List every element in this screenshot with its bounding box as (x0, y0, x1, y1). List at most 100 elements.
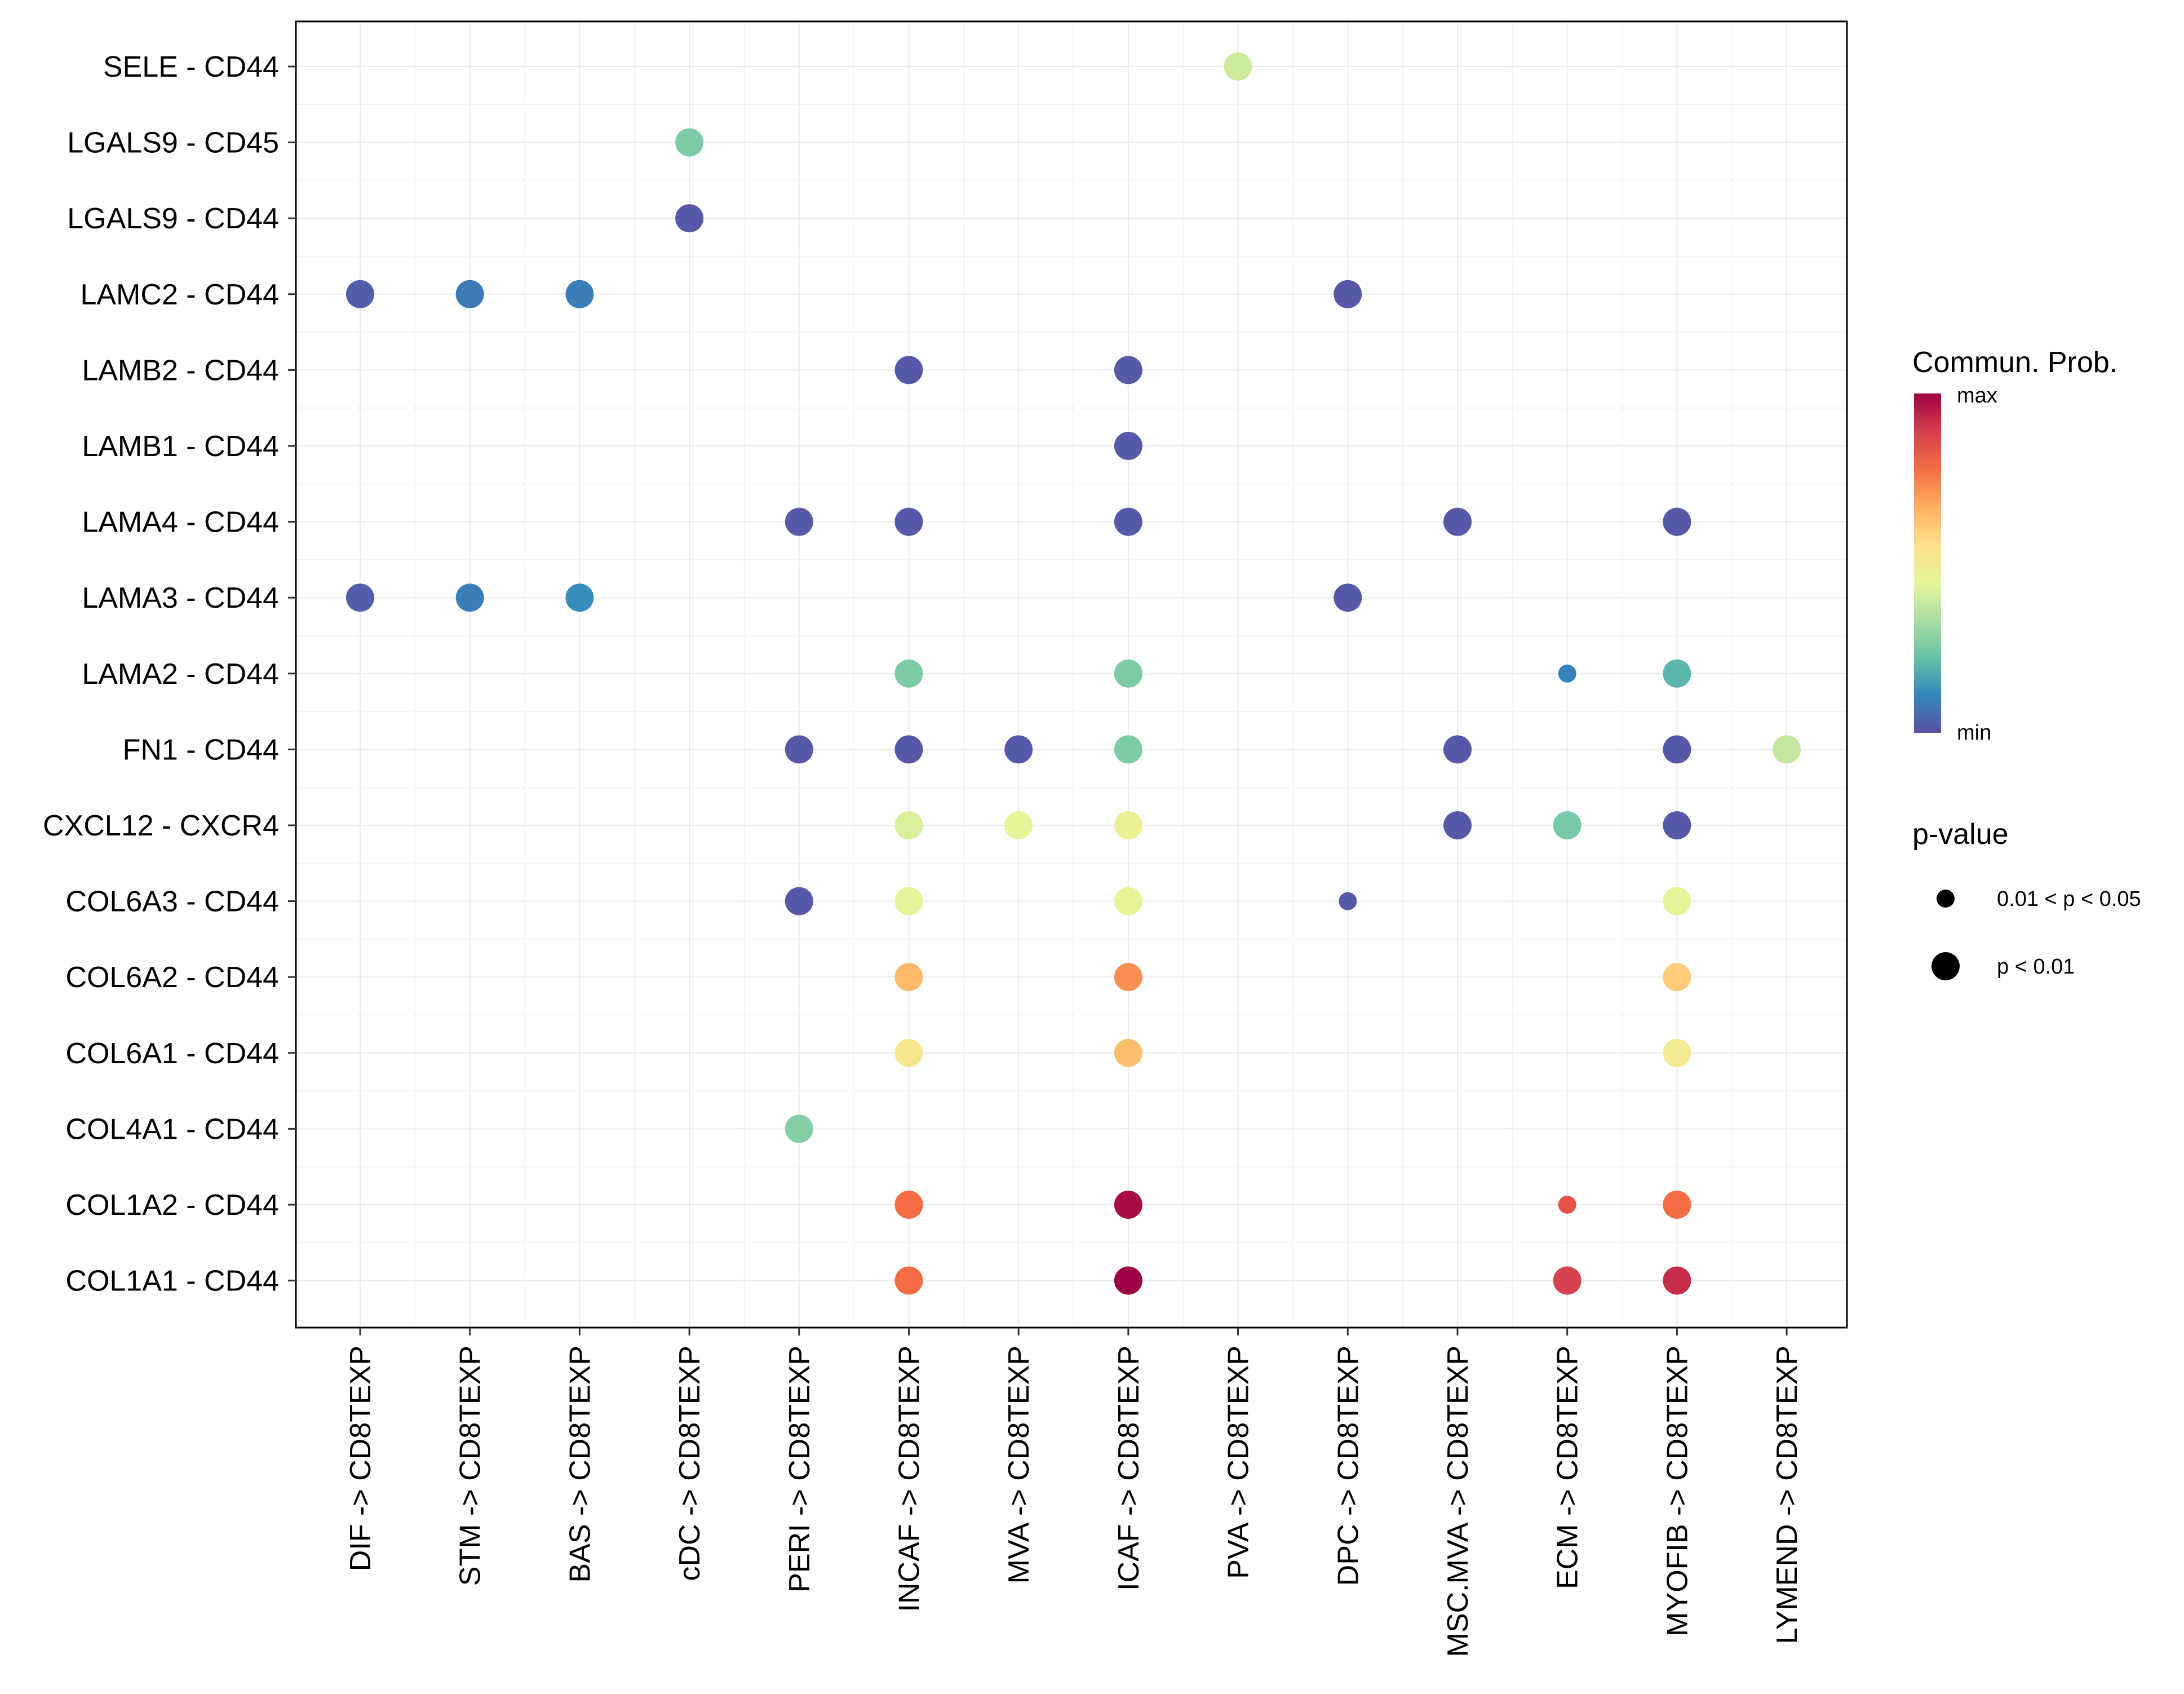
data-point (1663, 735, 1691, 764)
data-point (1114, 963, 1142, 992)
data-point (1114, 507, 1142, 536)
data-point (894, 735, 923, 764)
x-tick-label: cDC -> CD8TEXP (674, 1346, 706, 1581)
data-point (675, 204, 704, 233)
y-tick-label: LAMB1 - CD44 (82, 430, 279, 463)
x-tick-label: MSC.MVA -> CD8TEXP (1442, 1346, 1474, 1657)
y-tick-label: LAMB2 - CD44 (82, 354, 279, 387)
y-tick-label: LAMA2 - CD44 (82, 658, 279, 691)
data-point (785, 735, 813, 764)
x-tick-label: DIF -> CD8TEXP (344, 1346, 377, 1571)
size-legend-large-label: p < 0.01 (1997, 955, 2075, 979)
x-axis: DIF -> CD8TEXP STM -> CD8TEXP BAS -> CD8TE… (344, 1328, 1804, 1657)
data-point (1114, 356, 1142, 384)
data-point (565, 583, 594, 612)
data-point (1114, 659, 1142, 688)
data-point (1443, 811, 1472, 839)
x-tick-label: INCAF -> CD8TEXP (893, 1346, 926, 1612)
data-point (565, 280, 594, 308)
data-point (894, 1038, 923, 1067)
y-tick-label: LAMA3 - CD44 (82, 582, 279, 614)
x-tick-label: DPC -> CD8TEXP (1332, 1346, 1365, 1586)
y-tick-label: LAMC2 - CD44 (80, 278, 279, 311)
data-point (894, 811, 923, 839)
plot-panel-border (295, 20, 1848, 1329)
y-tick-label: COL6A3 - CD44 (65, 886, 279, 918)
color-legend-bar (1914, 393, 1941, 733)
y-tick-label: COL1A1 - CD44 (65, 1265, 279, 1298)
data-point (1224, 52, 1252, 81)
color-legend-max-label: max (1957, 384, 1997, 408)
data-point (1663, 1038, 1691, 1067)
y-tick-label: SELE - CD44 (103, 51, 279, 83)
y-tick-label: LGALS9 - CD44 (67, 202, 279, 235)
data-point (1334, 583, 1362, 612)
data-point (1004, 811, 1033, 839)
data-point (346, 280, 374, 308)
color-legend-title: Commun. Prob. (1912, 346, 2117, 379)
y-tick-label: FN1 - CD44 (123, 733, 279, 766)
data-point (1443, 507, 1472, 536)
data-point (785, 887, 813, 915)
data-point (1663, 1191, 1691, 1219)
data-point (1558, 1196, 1576, 1214)
data-point (894, 1266, 923, 1295)
y-tick-label: CXCL12 - CXCR4 (43, 810, 279, 842)
x-tick-label: ICAF -> CD8TEXP (1113, 1346, 1145, 1591)
x-tick-label: PVA -> CD8TEXP (1222, 1346, 1255, 1579)
data-point (894, 1191, 923, 1219)
y-tick-label: COL1A2 - CD44 (65, 1189, 279, 1222)
size-legend-large-dot (1932, 952, 1960, 980)
data-point (1558, 664, 1576, 683)
data-point (1663, 659, 1691, 688)
data-point (894, 887, 923, 915)
data-point (1339, 892, 1357, 910)
x-tick-label: LYMEND -> CD8TEXP (1771, 1346, 1804, 1644)
data-point (785, 1114, 813, 1143)
y-tick-label: COL4A1 - CD44 (65, 1113, 279, 1145)
data-point (1663, 507, 1691, 536)
data-point (1553, 811, 1581, 839)
data-point (894, 356, 923, 384)
data-point (1663, 1266, 1691, 1295)
data-point (894, 963, 923, 992)
x-tick-label: MYOFIB -> CD8TEXP (1661, 1346, 1694, 1636)
data-point (675, 128, 704, 157)
x-tick-label: STM -> CD8TEXP (454, 1346, 487, 1586)
data-point (455, 280, 484, 308)
data-point (1443, 735, 1472, 764)
data-point (1663, 887, 1691, 915)
size-legend-title: p-value (1912, 818, 2009, 851)
data-point (894, 507, 923, 536)
data-point (346, 583, 374, 612)
x-tick-label: PERI -> CD8TEXP (783, 1346, 816, 1593)
color-legend-min-label: min (1957, 721, 1991, 745)
data-point (1114, 887, 1142, 915)
data-point (1663, 811, 1691, 839)
data-point (1114, 735, 1142, 764)
x-tick-label: ECM -> CD8TEXP (1552, 1346, 1584, 1589)
data-point (1334, 280, 1362, 308)
data-point (1114, 1266, 1142, 1295)
data-points (346, 52, 1801, 1295)
y-tick-label: LGALS9 - CD45 (67, 127, 279, 160)
size-legend-small-dot (1937, 890, 1955, 908)
data-point (455, 583, 484, 612)
data-point (1114, 1038, 1142, 1067)
size-legend-small-label: 0.01 < p < 0.05 (1997, 887, 2141, 911)
data-point (1553, 1266, 1581, 1295)
data-point (894, 659, 923, 688)
y-axis: SELE - CD44 LGALS9 - CD45 LGALS9 - CD44 LAM… (43, 51, 296, 1298)
x-tick-label: BAS -> CD8TEXP (564, 1346, 596, 1582)
data-point (1114, 811, 1142, 839)
data-point (1114, 432, 1142, 460)
data-point (1004, 735, 1033, 764)
y-tick-label: LAMA4 - CD44 (82, 506, 279, 539)
legend: Commun. Prob. max min p-value 0.01 < p <… (1912, 346, 2141, 980)
data-point (785, 507, 813, 536)
data-point (1663, 963, 1691, 992)
data-point (1114, 1191, 1142, 1219)
